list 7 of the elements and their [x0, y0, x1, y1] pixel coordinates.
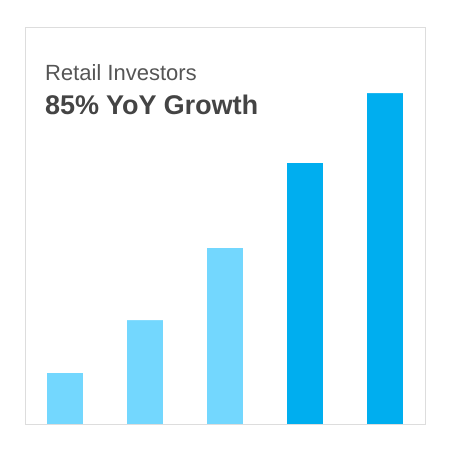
bar: [367, 93, 403, 424]
bar: [47, 373, 83, 424]
bar: [127, 320, 163, 424]
bar: [207, 248, 243, 424]
bar: [287, 162, 323, 424]
chart-title: Retail Investors: [45, 60, 197, 85]
chart-subtitle: 85% YoY Growth: [45, 90, 258, 120]
